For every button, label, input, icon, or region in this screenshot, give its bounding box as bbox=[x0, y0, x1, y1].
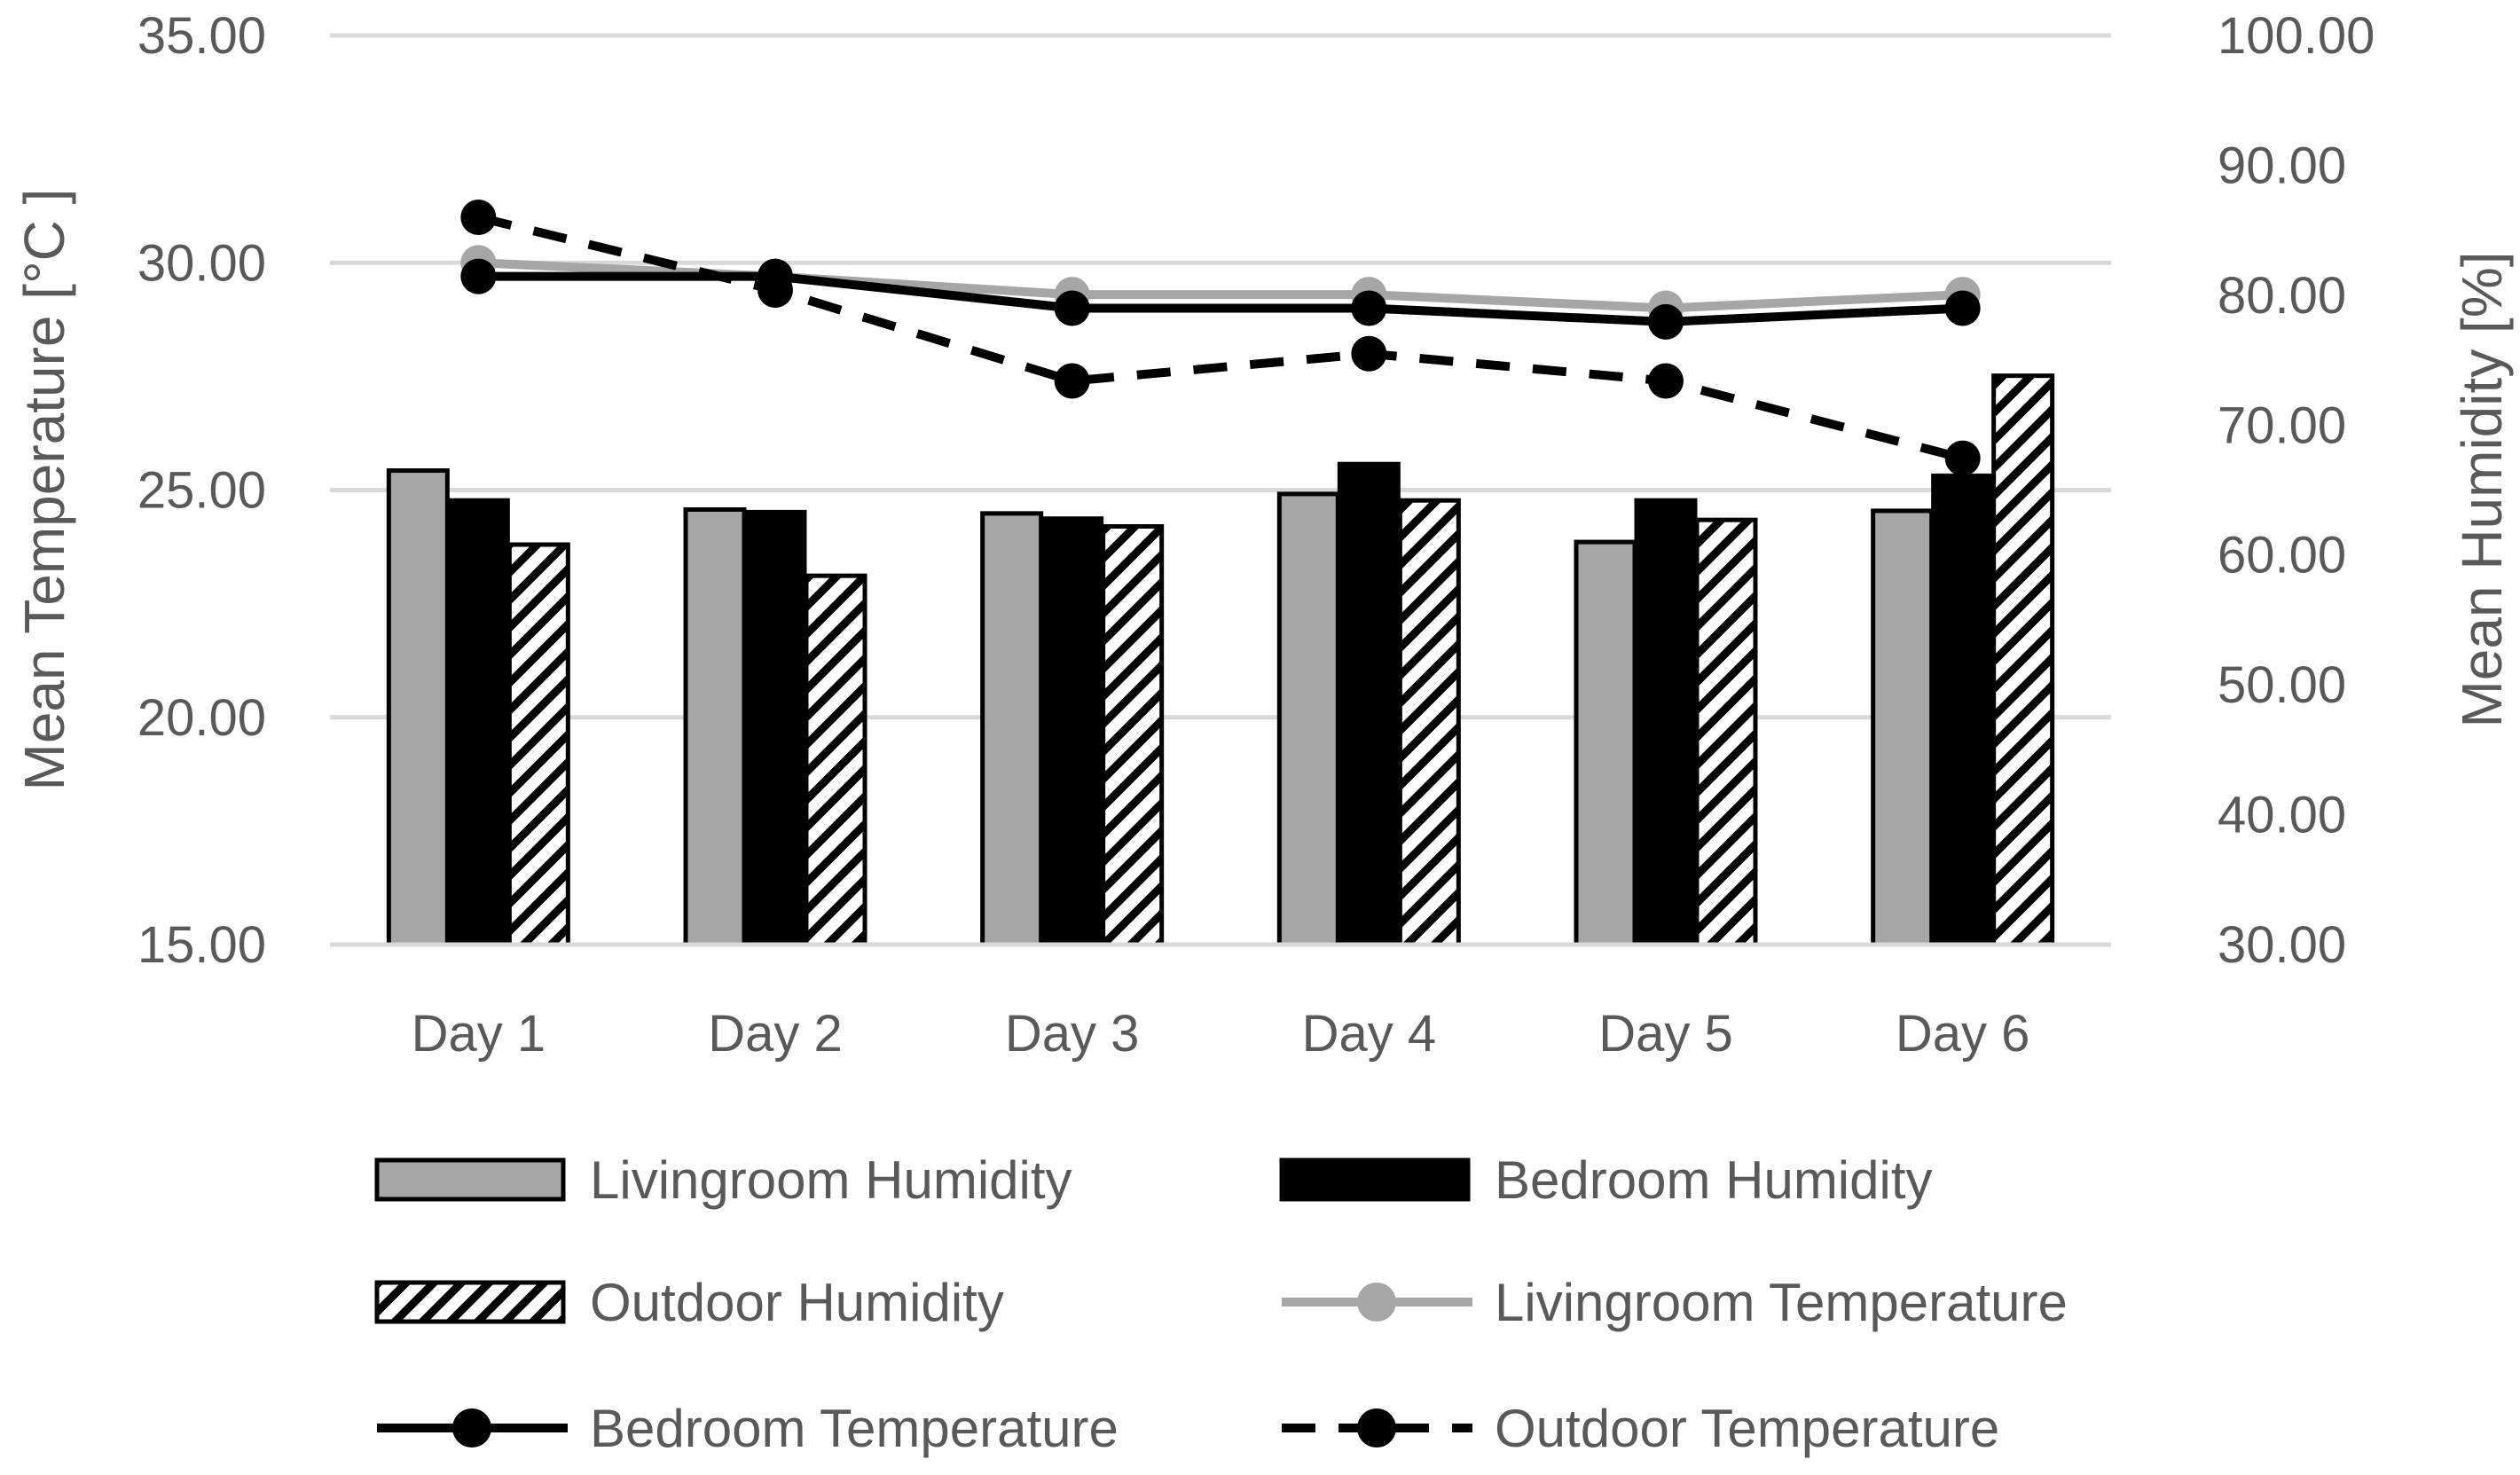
legend-marker bbox=[1357, 1408, 1396, 1448]
bar bbox=[1694, 517, 1758, 947]
legend-label: Bedroom Humidity bbox=[1495, 1150, 1933, 1210]
legend: Livingroom Humidity Bedroom Humidity Outdo… bbox=[374, 1150, 2068, 1458]
legend-marker bbox=[452, 1408, 491, 1448]
bar bbox=[1040, 516, 1104, 947]
legend-label: Outdoor Temperature bbox=[1495, 1399, 1999, 1458]
legend-swatch bbox=[374, 1280, 566, 1324]
right-tick-label: 50.00 bbox=[2218, 656, 2346, 714]
bar bbox=[1991, 373, 2055, 947]
series-line bbox=[478, 271, 1963, 326]
bars bbox=[386, 373, 2055, 947]
bar bbox=[1397, 498, 1461, 947]
bar bbox=[1634, 498, 1698, 947]
legend-swatch bbox=[1279, 1157, 1471, 1202]
right-tick-label: 30.00 bbox=[2218, 916, 2346, 974]
right-tick-label: 80.00 bbox=[2218, 267, 2346, 325]
line-marker bbox=[1648, 363, 1684, 399]
bar bbox=[1101, 524, 1165, 947]
bar bbox=[1276, 491, 1340, 947]
right-tick-label: 70.00 bbox=[2218, 396, 2346, 454]
line-marker bbox=[1054, 290, 1090, 326]
bar bbox=[743, 509, 807, 947]
legend-label: Outdoor Humidity bbox=[590, 1273, 1004, 1332]
series-line bbox=[477, 213, 1964, 463]
line-marker bbox=[1351, 335, 1387, 372]
legend-marker bbox=[1357, 1283, 1396, 1322]
axes: 15.00 20.00 25.00 30.00 35.00 30.00 40.00 50.00… bbox=[12, 7, 2514, 1063]
line-marker bbox=[1648, 303, 1684, 340]
category-label: Day 6 bbox=[1896, 1005, 2030, 1063]
right-tick-label: 60.00 bbox=[2218, 527, 2346, 585]
bar bbox=[386, 468, 450, 947]
line-marker bbox=[758, 272, 793, 308]
line-marker bbox=[1054, 363, 1090, 399]
bar bbox=[506, 542, 570, 947]
bar bbox=[446, 498, 510, 947]
left-tick-label: 35.00 bbox=[137, 7, 266, 65]
bar bbox=[1871, 508, 1935, 947]
right-tick-label: 90.00 bbox=[2218, 137, 2346, 194]
bar bbox=[1337, 461, 1401, 947]
category-label: Day 1 bbox=[412, 1005, 546, 1063]
category-label: Day 5 bbox=[1598, 1005, 1733, 1063]
right-tick-label: 100.00 bbox=[2218, 7, 2375, 65]
legend-label: Bedroom Temperature bbox=[590, 1399, 1119, 1458]
category-label: Day 2 bbox=[708, 1005, 843, 1063]
line-marker bbox=[460, 200, 497, 235]
lines bbox=[460, 200, 1981, 476]
legend-swatch bbox=[374, 1157, 566, 1202]
line-marker bbox=[1944, 290, 1981, 326]
bar bbox=[1574, 539, 1637, 947]
bar bbox=[1931, 473, 1995, 947]
left-tick-label: 25.00 bbox=[137, 462, 266, 520]
category-label: Day 3 bbox=[1005, 1005, 1140, 1063]
left-tick-label: 30.00 bbox=[137, 234, 266, 292]
gridlines bbox=[330, 33, 2111, 720]
right-axis-title: Mean Humidity [%] bbox=[2450, 251, 2514, 727]
line-marker bbox=[460, 258, 497, 294]
left-axis-title: Mean Temperature [°C ] bbox=[12, 189, 76, 791]
line-marker bbox=[1944, 440, 1981, 476]
left-tick-label: 15.00 bbox=[137, 916, 266, 974]
left-tick-label: 20.00 bbox=[137, 689, 266, 747]
legend-label: Livingroom Humidity bbox=[590, 1150, 1072, 1210]
category-label: Day 4 bbox=[1302, 1005, 1437, 1063]
line-marker bbox=[1351, 290, 1387, 326]
right-tick-label: 40.00 bbox=[2218, 787, 2346, 844]
bar bbox=[804, 573, 867, 947]
bar bbox=[683, 506, 747, 947]
legend-label: Livingroom Temperature bbox=[1495, 1273, 2068, 1332]
bar bbox=[980, 511, 1044, 947]
